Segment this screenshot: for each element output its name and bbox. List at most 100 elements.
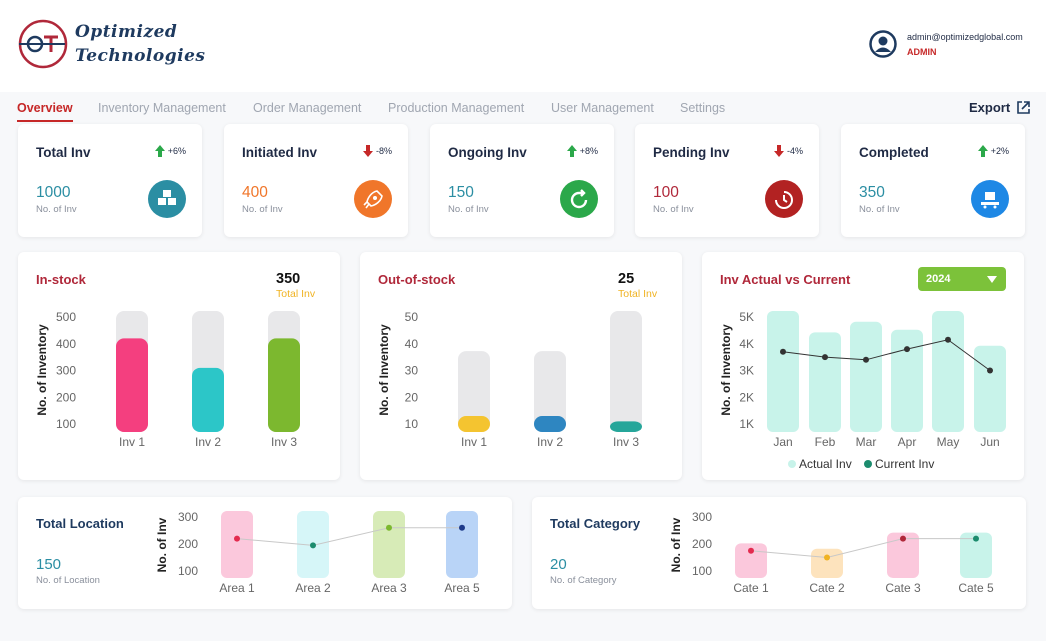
export-button[interactable]: Export <box>969 100 1031 115</box>
active-tab-indicator <box>17 120 73 122</box>
legend-swatch-actual <box>788 460 796 468</box>
trend-line <box>236 527 462 546</box>
x-tick-label: Cate 3 <box>885 581 921 595</box>
current-line <box>782 339 991 371</box>
x-tick-label: Cate 2 <box>809 581 845 595</box>
total-location-chart: No. of Inv 300 200 100 Area 1 Area 2 Area 3 Are… <box>155 510 480 595</box>
tab-order-management[interactable]: Order Management <box>253 101 362 115</box>
boxes-icon <box>148 180 186 218</box>
current-point <box>904 346 910 353</box>
y-tick-label: 300 <box>56 364 76 378</box>
y-tick-label: 100 <box>178 564 198 578</box>
delivery-icon <box>971 180 1009 218</box>
tab-inventory-management[interactable]: Inventory Management <box>98 101 226 115</box>
data-point <box>386 524 392 531</box>
kpi-trend-value: -4% <box>786 146 803 156</box>
kpi-card[interactable]: Total Inv +6% 1000 No. of Inv <box>18 124 202 237</box>
kpi-trend: +8% <box>566 145 598 157</box>
data-point <box>310 542 316 549</box>
current-point <box>945 336 951 343</box>
data-point <box>234 535 240 542</box>
y-tick-label: 10 <box>405 417 419 431</box>
actual-bar <box>932 311 964 432</box>
y-tick-label: 300 <box>178 510 198 524</box>
y-tick-label: 200 <box>692 537 712 551</box>
kpi-trend-value: -8% <box>375 146 392 156</box>
trend-up-arrow-icon <box>566 145 577 157</box>
bar <box>221 511 253 578</box>
logo-line-2: Technologies <box>75 46 206 66</box>
card-sub: No. of Category <box>550 575 617 586</box>
card-title: Total Location <box>36 516 124 531</box>
kpi-sub: No. of Inv <box>859 204 900 215</box>
data-point <box>748 547 754 554</box>
legend-swatch-current <box>864 460 872 468</box>
inv-actual-vs-current-chart: No. of Inventory 5K 4K 3K 2K 1K Jan Feb Mar Apr Ma… <box>719 310 1006 471</box>
bar-background <box>458 351 490 432</box>
kpi-sub: No. of Inv <box>36 204 77 215</box>
tab-overview[interactable]: Overview <box>17 101 73 115</box>
refresh-icon <box>560 180 598 218</box>
logo-text: Optimized Technologies <box>75 20 205 68</box>
kpi-trend-value: +6% <box>167 146 186 156</box>
kpi-card[interactable]: Initiated Inv -8% 400 No. of Inv <box>224 124 408 237</box>
kpi-value: 400 <box>242 184 268 201</box>
y-tick-label: 300 <box>692 510 712 524</box>
user-menu[interactable]: admin@optimizedglobal.com ADMIN <box>869 30 1023 58</box>
user-email: admin@optimizedglobal.com <box>907 32 1023 42</box>
bar <box>373 511 405 578</box>
data-point <box>973 535 979 542</box>
y-tick-label: 100 <box>56 417 76 431</box>
y-tick-label: 200 <box>178 537 198 551</box>
bar <box>446 511 478 578</box>
tab-production-management[interactable]: Production Management <box>388 101 525 115</box>
kpi-title: Completed <box>859 145 929 160</box>
x-tick-label: Inv 1 <box>119 435 145 449</box>
chevron-down-icon <box>987 276 997 283</box>
bar-background <box>610 311 642 432</box>
kpi-title: Total Inv <box>36 145 91 160</box>
main-nav: Overview Inventory Management Order Mana… <box>0 92 1046 124</box>
out-of-stock-card: Out-of-stock 25 Total Inv No. of Invento… <box>360 252 682 480</box>
chart-title: Out-of-stock <box>378 272 456 287</box>
x-tick-label: Cate 5 <box>958 581 994 595</box>
export-icon <box>1017 101 1030 114</box>
trend-up-arrow-icon <box>154 145 165 157</box>
tab-settings[interactable]: Settings <box>680 101 726 115</box>
tab-user-management[interactable]: User Management <box>551 101 654 115</box>
chart-total: 350 Total Inv <box>276 271 315 300</box>
x-tick-label: Inv 2 <box>195 435 221 449</box>
inv-actual-vs-current-card: Inv Actual vs Current 2024 No. of Invent… <box>702 252 1024 480</box>
y-tick-label: 1K <box>739 417 754 431</box>
kpi-card[interactable]: Completed +2% 350 No. of Inv <box>841 124 1025 237</box>
x-tick-label: Inv 3 <box>271 435 297 449</box>
card-value: 20 <box>550 556 567 573</box>
total-category-card: Total Category 20 No. of Category No. of… <box>532 497 1026 609</box>
kpi-card[interactable]: Pending Inv -4% 100 No. of Inv <box>635 124 819 237</box>
logo[interactable]: Optimized Technologies <box>17 18 205 70</box>
y-tick-label: 3K <box>739 364 754 378</box>
y-tick-label: 5K <box>739 310 754 324</box>
bar <box>534 415 566 432</box>
y-axis-label: No. of Inventory <box>35 324 49 416</box>
chart-title: Inv Actual vs Current <box>720 272 851 287</box>
kpi-sub: No. of Inv <box>448 204 489 215</box>
y-tick-label: 2K <box>739 390 754 404</box>
trend-up-arrow-icon <box>977 145 988 157</box>
chart-total-value: 350 <box>276 271 301 287</box>
y-tick-label: 40 <box>405 337 419 351</box>
y-tick-label: 50 <box>405 310 419 324</box>
x-tick-label: Area 3 <box>371 581 407 595</box>
legend-label-actual: Actual Inv <box>799 457 852 471</box>
kpi-card[interactable]: Ongoing Inv +8% 150 No. of Inv <box>430 124 614 237</box>
x-tick-label: Area 1 <box>219 581 255 595</box>
bar <box>268 338 300 432</box>
x-tick-label: Area 5 <box>444 581 480 595</box>
year-select[interactable]: 2024 <box>918 267 1006 291</box>
kpi-title: Pending Inv <box>653 145 730 160</box>
actual-bar <box>850 321 882 432</box>
data-point <box>900 535 906 542</box>
y-axis-label: No. of Inventory <box>377 324 391 416</box>
current-point <box>822 354 828 361</box>
trend-line <box>750 538 976 559</box>
